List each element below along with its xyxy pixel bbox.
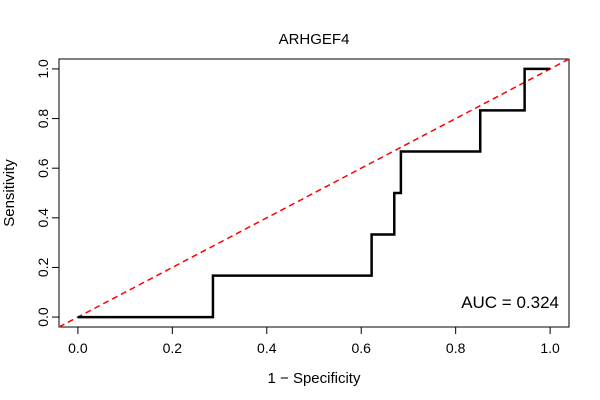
y-tick-label: 0.0	[35, 307, 51, 327]
plot-area	[58, 58, 570, 328]
x-tick-label: 0.0	[68, 340, 88, 356]
x-axis: 0.0 0.2 0.4 0.6 0.8 1.0	[68, 326, 560, 356]
x-tick-label: 0.6	[351, 340, 371, 356]
y-tick-label: 1.0	[35, 59, 51, 79]
x-tick-label: 0.8	[446, 340, 466, 356]
chart-title: ARHGEF4	[279, 31, 350, 48]
y-tick-label: 0.8	[35, 109, 51, 129]
y-tick-label: 0.6	[35, 158, 51, 178]
y-tick-label: 0.2	[35, 258, 51, 278]
reference-line-layer	[58, 58, 570, 328]
x-tick-label: 0.2	[163, 340, 183, 356]
roc-curve	[77, 67, 551, 319]
y-axis-label: Sensitivity	[1, 159, 18, 227]
reference-diagonal-line	[58, 58, 570, 328]
auc-annotation: AUC = 0.324	[461, 293, 559, 312]
roc-curve-layer	[77, 67, 551, 319]
x-axis-label: 1 − Specificity	[268, 370, 361, 387]
y-axis: 0.0 0.2 0.4 0.6 0.8 1.0	[35, 59, 60, 327]
y-tick-label: 0.4	[35, 208, 51, 228]
x-tick-label: 0.4	[257, 340, 277, 356]
x-tick-label: 1.0	[540, 340, 560, 356]
